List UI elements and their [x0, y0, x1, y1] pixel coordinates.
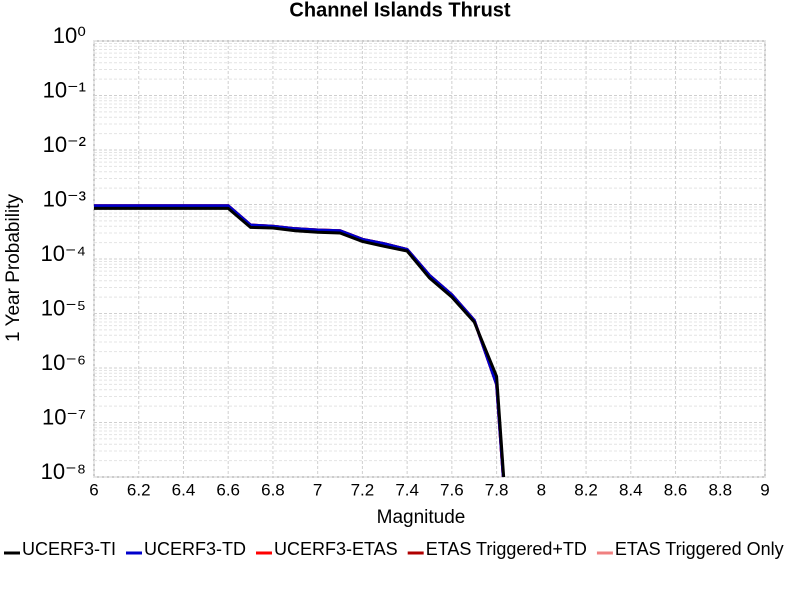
y-tick-label: 10⁻⁸ — [41, 459, 86, 484]
x-axis-label: Magnitude — [377, 507, 466, 528]
y-tick-label: 10⁻⁵ — [41, 295, 86, 320]
x-tick-label: 7.4 — [395, 480, 419, 499]
legend-label: UCERF3-ETAS — [274, 539, 398, 559]
y-tick-label: 10⁰ — [53, 23, 86, 48]
series-line — [94, 204, 505, 477]
x-tick-label: 7.8 — [485, 480, 509, 499]
x-tick-label: 8 — [537, 480, 546, 499]
x-tick-label: 7 — [313, 480, 322, 499]
x-tick-label: 6.8 — [261, 480, 285, 499]
x-tick-label: 8.4 — [619, 480, 643, 499]
x-tick-label: 7.6 — [440, 480, 464, 499]
x-tick-label: 8.8 — [708, 480, 732, 499]
x-tick-label: 6.4 — [172, 480, 196, 499]
legend-label: ETAS Triggered Only — [615, 539, 784, 559]
chart-title: Channel Islands Thrust — [289, 0, 510, 21]
legend-label: ETAS Triggered+TD — [426, 539, 587, 559]
x-tick-label: 6.2 — [127, 480, 151, 499]
x-tick-label: 9 — [760, 480, 769, 499]
y-tick-label: 10⁻³ — [43, 186, 86, 211]
y-tick-label: 10⁻⁶ — [41, 350, 86, 375]
plot-lines — [94, 204, 506, 477]
series-line — [94, 206, 506, 477]
legend-label: UCERF3-TI — [22, 539, 116, 559]
y-tick-label: 10⁻¹ — [43, 77, 86, 102]
x-tick-label: 6 — [89, 480, 98, 499]
x-tick-label: 7.2 — [351, 480, 375, 499]
y-tick-label: 10⁻² — [43, 132, 86, 157]
x-tick-label: 8.6 — [664, 480, 688, 499]
y-tick-label: 10⁻⁷ — [42, 404, 86, 429]
legend-label: UCERF3-TD — [144, 539, 246, 559]
x-tick-label: 6.6 — [216, 480, 240, 499]
y-axis-label: 1 Year Probability — [3, 194, 24, 342]
x-tick-label: 8.2 — [574, 480, 598, 499]
y-tick-label: 10⁻⁴ — [40, 241, 86, 266]
